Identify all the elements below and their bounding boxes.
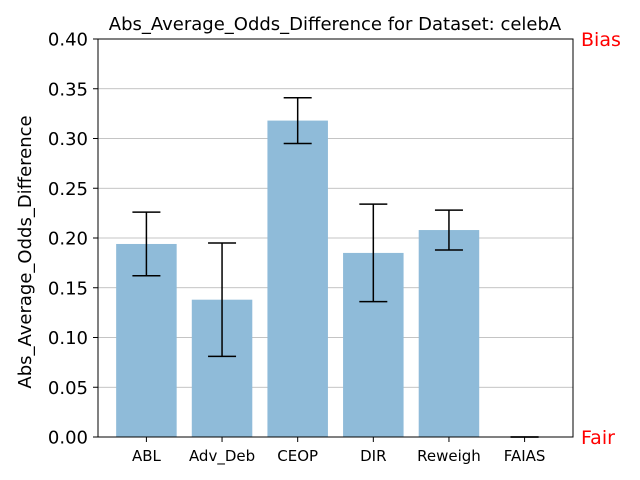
y-tick-label: 0.35 [48, 79, 88, 100]
fair-annotation: Fair [581, 427, 615, 449]
x-tick-label: DIR [360, 447, 386, 465]
x-tick-label: FAIAS [504, 447, 546, 465]
y-tick-label: 0.40 [48, 30, 88, 51]
bar-CEOP [267, 120, 328, 437]
y-ticks: 0.00 0.05 0.10 0.15 0.20 0.25 0.30 0.35 0.40 [48, 30, 98, 449]
y-axis-label: Abs_Average_Odds_Difference [15, 115, 36, 388]
y-tick-label: 0.25 [48, 179, 88, 200]
x-ticks: ABL Adv_Deb CEOP DIR Reweigh FAIAS [132, 437, 546, 466]
y-tick-label: 0.05 [48, 378, 88, 399]
y-tick-label: 0.00 [48, 428, 88, 449]
y-tick-label: 0.20 [48, 229, 88, 250]
x-tick-label: Adv_Deb [189, 447, 255, 466]
bars [116, 120, 480, 437]
x-tick-label: Reweigh [417, 447, 481, 465]
x-tick-label: CEOP [277, 447, 318, 465]
bar-Reweigh [418, 230, 480, 437]
gridlines [98, 88, 573, 388]
error-bars [132, 96, 539, 438]
chart-title: Abs_Average_Odds_Difference for Dataset:… [109, 14, 562, 35]
bias-annotation: Bias [581, 29, 621, 51]
x-tick-label: ABL [132, 447, 162, 465]
y-tick-label: 0.10 [48, 328, 88, 349]
y-tick-label: 0.30 [48, 129, 88, 150]
y-tick-label: 0.15 [48, 278, 88, 299]
